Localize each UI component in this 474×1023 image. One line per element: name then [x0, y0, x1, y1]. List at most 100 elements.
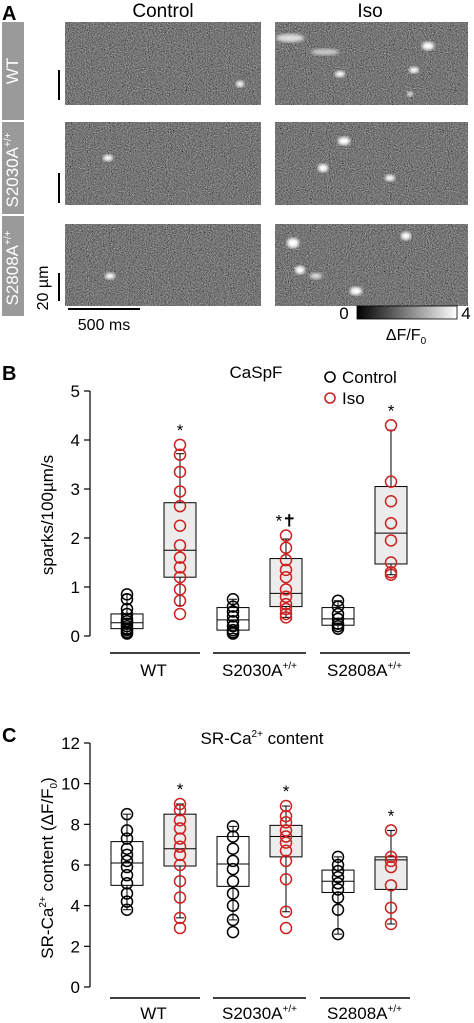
c-point-iso — [173, 891, 187, 904]
c-point-control — [120, 903, 134, 916]
b-point-control — [120, 627, 134, 640]
c-box-iso — [269, 824, 303, 858]
c-point-iso — [173, 911, 187, 925]
c-point-control — [226, 830, 240, 843]
b-point-control — [331, 622, 345, 635]
panel-c-group-labels: WT S2030A+/+ S2808A+/+ — [110, 997, 410, 1023]
b-significance-iso: * — [177, 421, 184, 440]
c-group-label: S2808A+/+ — [327, 1004, 402, 1023]
c-point-iso — [279, 816, 293, 829]
b-point-iso — [173, 448, 187, 461]
colorbar-label: ΔF/F — [386, 327, 421, 344]
svg-text:ΔF/F0: ΔF/F0 — [386, 327, 427, 347]
b-point-control — [226, 605, 240, 618]
b-point-control — [226, 610, 240, 623]
b-y-tick-label: 5 — [71, 382, 80, 401]
panel-c-title: SR-Ca — [201, 729, 253, 748]
panel-b-ylabel: sparks/100µm/s — [38, 455, 57, 575]
c-point-iso — [173, 832, 187, 845]
legend-label-iso: Iso — [342, 389, 365, 408]
b-group-label: WT — [140, 661, 166, 680]
b-group-label: S2030A+/+ — [222, 661, 297, 680]
b-point-control — [226, 600, 240, 613]
c-point-control — [331, 877, 345, 890]
colorbar-max: 4 — [461, 304, 470, 323]
c-significance-iso: * — [177, 780, 184, 799]
colorbar — [356, 305, 458, 320]
linescan-s2808a-control — [65, 224, 261, 306]
c-group-label-sup: +/+ — [388, 1004, 403, 1015]
c-point-iso — [279, 905, 293, 919]
b-point-iso — [173, 561, 187, 574]
c-point-control — [331, 927, 345, 941]
b-point-iso — [279, 597, 293, 611]
b-point-iso — [173, 551, 187, 564]
c-point-iso — [279, 921, 293, 935]
c-point-control — [226, 913, 240, 927]
c-point-iso — [384, 917, 398, 931]
c-point-iso — [279, 872, 293, 886]
panel-c-title-rest: content — [263, 729, 324, 748]
b-point-iso — [279, 541, 293, 555]
c-point-control — [120, 860, 134, 874]
c-y-tick-label: 6 — [71, 856, 80, 875]
linescan-wt-control — [65, 22, 261, 105]
c-group-label-text: WT — [140, 1004, 166, 1023]
b-significance-iso: *✝ — [276, 512, 297, 531]
b-group-label-text: S2030A — [222, 661, 283, 680]
b-point-iso — [173, 594, 187, 607]
c-point-iso — [279, 854, 293, 868]
c-point-iso — [173, 858, 187, 872]
b-point-control — [226, 627, 240, 640]
c-group-label-text: S2030A — [222, 1004, 283, 1023]
c-point-iso — [279, 836, 293, 849]
b-point-iso — [279, 611, 293, 624]
panel-c-ylabel: SR-Ca — [38, 907, 57, 959]
b-group-label: S2808A+/+ — [327, 661, 402, 680]
c-point-control — [331, 883, 345, 896]
c-y-tick-label: 4 — [71, 897, 80, 916]
b-y-tick-label: 0 — [71, 627, 80, 646]
c-point-control — [120, 895, 134, 908]
c-group-label-sup: +/+ — [283, 1004, 298, 1015]
row-label-s2030a-text: S2030A — [3, 146, 22, 207]
b-group-label-text: S2808A — [327, 661, 388, 680]
c-point-iso — [173, 848, 187, 862]
panel-c-axes: 0 2 4 6 8 10 12 — [61, 734, 91, 997]
b-point-iso — [384, 517, 398, 530]
b-point-iso — [173, 519, 187, 532]
b-point-control — [120, 588, 134, 601]
c-point-control — [226, 862, 240, 876]
panel-b: B CaSpF sparks/100µm/s Control Iso 0 1 2 3 4… — [2, 363, 410, 680]
b-point-control — [331, 594, 345, 607]
b-point-iso — [279, 602, 293, 616]
c-point-control — [331, 891, 345, 904]
b-point-iso — [384, 534, 398, 547]
c-box-control — [216, 836, 250, 887]
c-point-control — [120, 832, 134, 845]
colorbar-label-sub: 0 — [421, 336, 427, 347]
c-point-control — [226, 875, 240, 888]
row-label-s2030a: S2030A+/+ — [2, 122, 24, 214]
row-label-s2808a-sup: +/+ — [3, 230, 14, 245]
b-point-control — [120, 607, 134, 621]
c-point-iso — [279, 824, 293, 837]
linescan-s2030a-iso — [275, 122, 468, 205]
b-point-iso — [173, 539, 187, 552]
c-significance-iso: * — [283, 782, 290, 801]
c-point-iso — [173, 840, 187, 853]
c-point-control — [120, 842, 134, 855]
panel-b-marks: * *✝ * — [110, 401, 408, 640]
b-point-control — [226, 619, 240, 633]
c-point-iso — [173, 921, 187, 935]
c-group-label: S2030A+/+ — [222, 1004, 297, 1023]
b-point-control — [331, 612, 345, 626]
c-point-iso — [279, 830, 293, 843]
linescan-wt-iso — [275, 22, 468, 105]
b-point-iso — [384, 419, 398, 432]
c-point-control — [120, 824, 134, 837]
row-label-wt-text: WT — [3, 58, 22, 84]
c-point-iso — [384, 854, 398, 868]
c-point-iso — [173, 814, 187, 827]
